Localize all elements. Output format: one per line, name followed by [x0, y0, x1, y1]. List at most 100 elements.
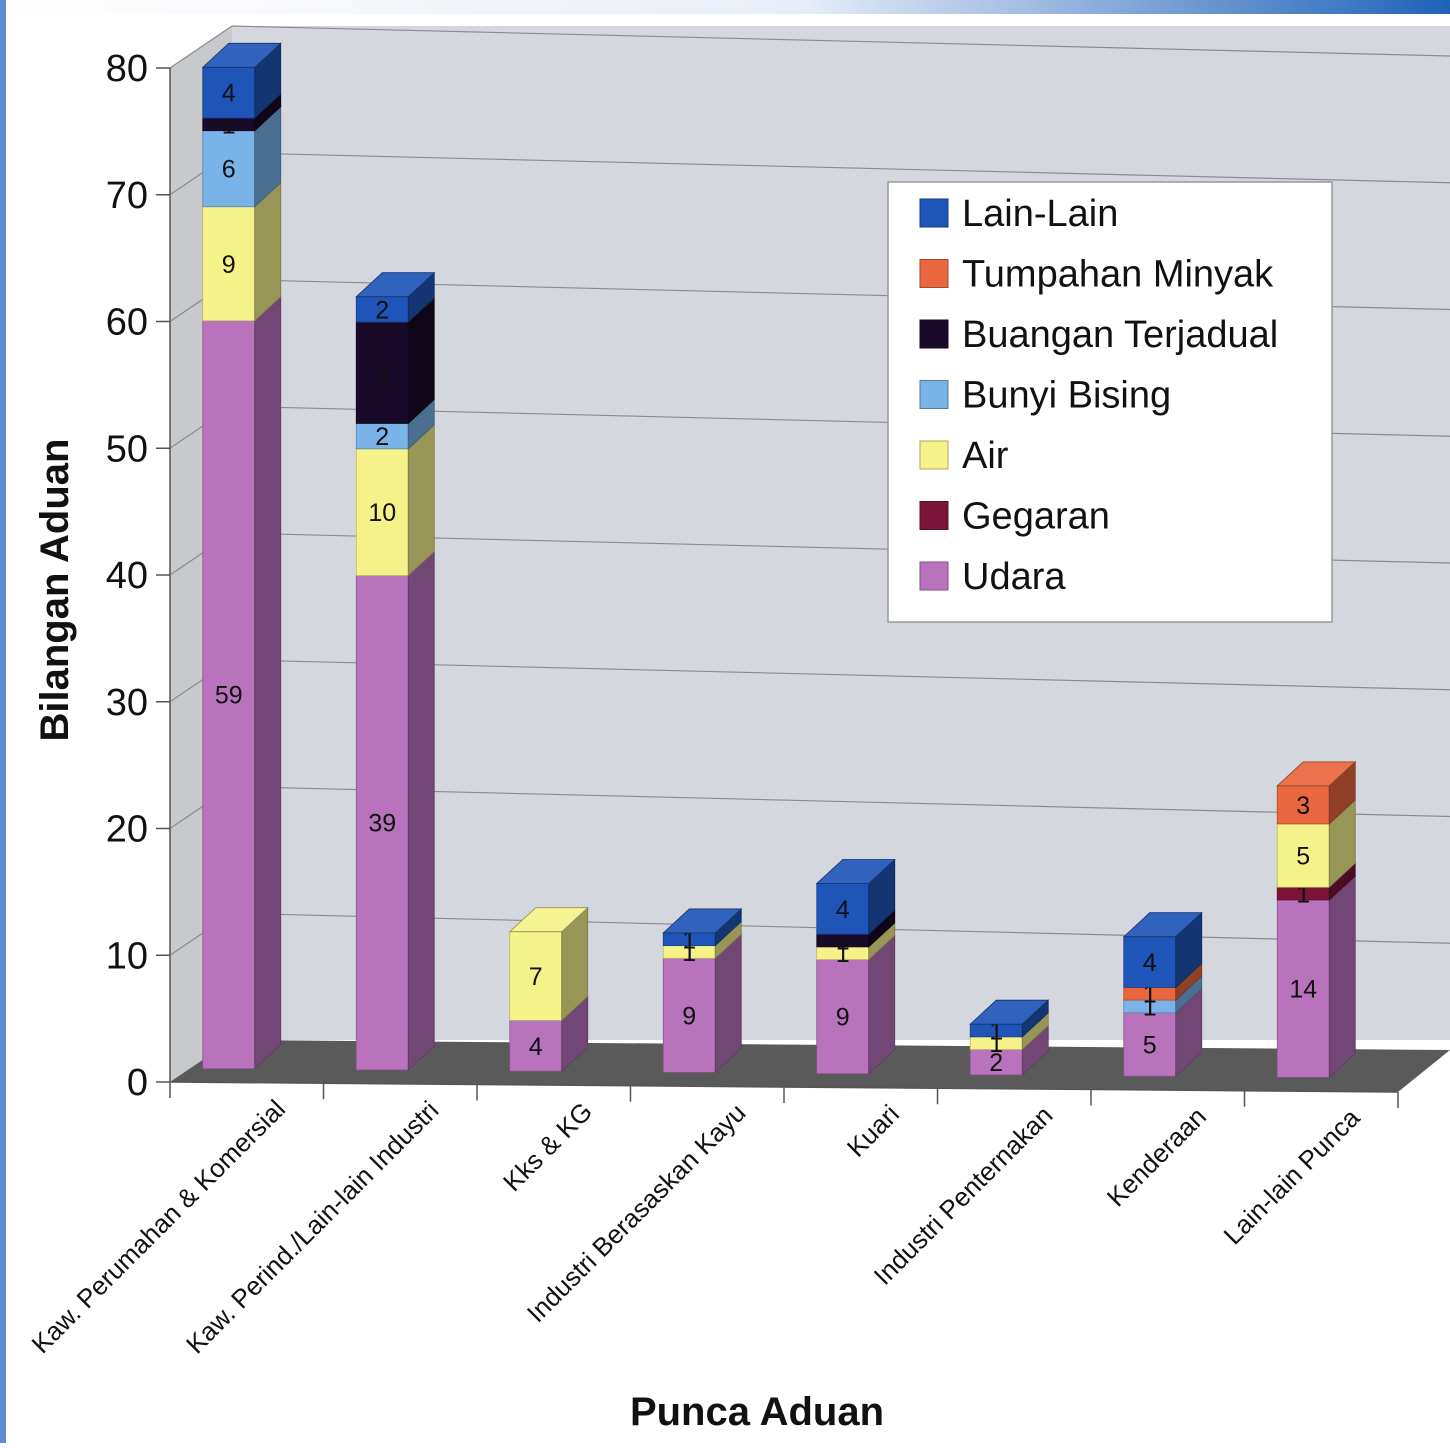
x-axis-title: Punca Aduan	[630, 1390, 884, 1434]
bar-segment-label: 14	[1289, 976, 1317, 1004]
bar-segment-label: 10	[368, 499, 396, 527]
legend-swatch	[919, 319, 949, 349]
legend-entry: Gegaran	[962, 496, 1110, 538]
legend-entry: Bunyi Bising	[962, 375, 1171, 417]
bar-segment-label: 8	[375, 360, 389, 388]
bar-stack: 39 10 2 8 2	[355, 271, 436, 1071]
legend-entry: Tumpahan Minyak	[962, 254, 1274, 296]
bar-segment-front	[1123, 1012, 1177, 1077]
y-tick-label: 30	[106, 682, 148, 724]
legend-entry: Buangan Terjadual	[962, 314, 1278, 356]
gridline	[231, 25, 1450, 57]
bar-segment-label: 4	[529, 1033, 543, 1061]
legend-swatch	[919, 561, 949, 591]
bar-segment-label: 4	[222, 80, 236, 108]
bar-segment-side	[1328, 875, 1356, 1079]
bar-top	[1122, 912, 1203, 938]
y-tick-label: 70	[106, 175, 148, 217]
x-category-label: Lain-lain Punca	[1218, 1102, 1366, 1250]
bar-segment-label: 9	[682, 1002, 696, 1030]
bar-segment-front	[1276, 785, 1330, 825]
bar-segment-label: 4	[836, 896, 850, 924]
bar-segment-front	[355, 296, 409, 323]
gridline	[231, 785, 1450, 818]
legend-entry: Lain-Lain	[962, 193, 1118, 235]
bar-top	[355, 272, 436, 298]
bar-segment-label: 2	[989, 1049, 1003, 1077]
bar-segment-label: 39	[368, 810, 396, 838]
legend-swatch	[919, 501, 949, 530]
bar-segment-front	[355, 321, 409, 424]
bar-segment-label: 2	[375, 423, 389, 451]
bar-top	[815, 859, 896, 884]
bar-segment-front	[816, 883, 870, 935]
left-decoration-strip	[0, 0, 6, 1443]
legend-entry: Udara	[962, 556, 1066, 598]
x-category-label: Kenderaan	[1101, 1101, 1212, 1212]
bar-top	[508, 907, 589, 933]
bar-stack: 211	[969, 999, 1050, 1077]
bar-top	[201, 42, 282, 68]
bar-top	[969, 999, 1050, 1025]
y-tick-label: 50	[106, 428, 148, 470]
bar-segment-front	[816, 959, 870, 1075]
bar-segment-front	[1276, 823, 1330, 888]
bar-segment-front	[355, 575, 409, 1071]
x-category-label: Kaw. Perind./Lain-lain Industri	[180, 1095, 444, 1359]
legend-swatch	[919, 198, 949, 228]
bar-segment-side	[407, 550, 435, 1071]
bar-segment-label: 9	[836, 1004, 850, 1032]
bar-segment-front	[355, 448, 409, 576]
x-category-label: Kaw. Perumahan & Komersial	[26, 1094, 291, 1359]
bar-top	[662, 908, 743, 934]
bar-stack: 911	[662, 908, 743, 1074]
y-tick-label: 0	[127, 1062, 148, 1104]
bar-top	[1276, 761, 1357, 787]
bar-segment-label: 2	[375, 296, 389, 324]
legend-swatch	[919, 440, 949, 470]
bar-segment-side	[254, 295, 282, 1070]
bar-segment-front	[662, 957, 716, 1073]
legend-swatch	[919, 380, 949, 409]
gridline	[231, 152, 1450, 184]
x-category-label: Kks & KG	[497, 1096, 598, 1197]
legend: Lain-Lain Tumpahan Minyak Buangan Terjadua…	[887, 181, 1333, 623]
gridline	[231, 659, 1450, 691]
legend-entry: Air	[962, 435, 1009, 477]
legend-box	[887, 181, 1333, 623]
bar-segment-label: 59	[215, 682, 243, 710]
bar-segment-front	[202, 66, 256, 119]
bar-segment-label: 3	[1296, 792, 1310, 820]
top-decoration-strip	[0, 0, 1450, 14]
y-tick-label: 40	[106, 555, 148, 597]
bar-segment-front	[355, 423, 409, 450]
bar-segment-front	[1276, 899, 1330, 1078]
bar-segment-label: 9	[222, 251, 236, 279]
bar-segment-label: 7	[529, 963, 543, 991]
bar-segment-front	[509, 1020, 563, 1072]
bar-segment-label: 4	[1143, 949, 1157, 977]
bar-segment-front	[202, 130, 256, 208]
bar-segment-front	[509, 931, 563, 1021]
legend-swatch	[919, 259, 949, 288]
bar-stack: 47	[508, 906, 589, 1073]
gridline-side	[169, 25, 233, 69]
y-axis-title: Bilangan Aduan	[33, 439, 77, 742]
y-axis: 0 10 20 30 40 50 60 70 80	[106, 48, 171, 1104]
bar-segment-label: 5	[1296, 843, 1310, 871]
bar-segment-side	[407, 423, 435, 577]
y-tick-label: 80	[106, 48, 148, 90]
y-tick-label: 60	[106, 302, 148, 344]
x-category-label: Kuari	[841, 1099, 905, 1163]
bar-segment-label: 5	[1143, 1031, 1157, 1059]
y-tick-label: 10	[106, 935, 148, 977]
y-tick-label: 20	[106, 809, 148, 851]
